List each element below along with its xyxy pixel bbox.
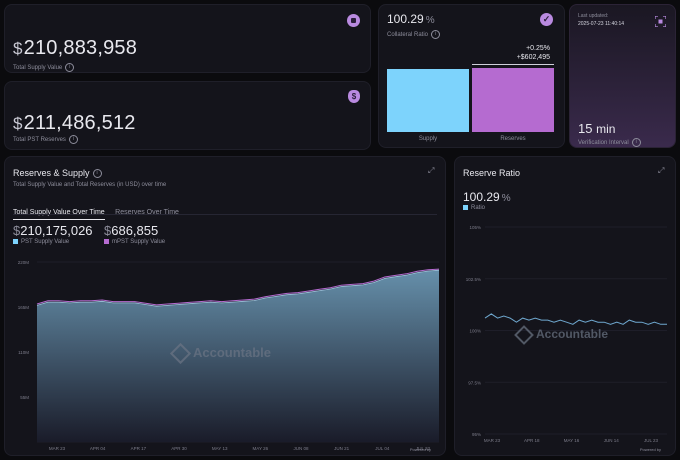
supply-value-card: $210,883,958 Total Supply Value i xyxy=(4,4,371,73)
x-tick-label: JUL 23 xyxy=(644,438,659,443)
accountable-logo-icon xyxy=(169,342,192,365)
interval-label: Verification Interval i xyxy=(578,138,641,147)
x-tick-label: MAR 23 xyxy=(484,438,501,443)
check-badge-icon: ✓ xyxy=(540,13,553,26)
reserves-label: Total PST Reserves i xyxy=(13,135,78,144)
info-icon[interactable]: i xyxy=(92,169,102,179)
x-tick-label: MAY 16 xyxy=(564,438,580,443)
info-icon[interactable]: i xyxy=(65,63,75,72)
accountable-logo-icon xyxy=(514,324,534,345)
reserves-supply-card: Reserves & Supply i ⤢ Total Supply Value … xyxy=(4,156,446,456)
reserve-ratio-card: Reserve Ratio ⤢ 100.29% Ratio 95% 97.5% 10… xyxy=(454,156,676,456)
x-tick-label: JUN 08 xyxy=(293,446,309,451)
tabs-divider xyxy=(13,214,437,215)
powered-by: Powered by xyxy=(639,447,661,452)
x-tick-label: MAR 23 xyxy=(49,446,66,451)
y-tick-label: 102.5% xyxy=(466,277,481,282)
x-tick-label: JUN 14 xyxy=(604,438,620,443)
reserves-supply-title: Reserves & Supply i xyxy=(13,168,102,179)
info-icon[interactable]: i xyxy=(68,135,78,144)
x-tick-label: APR 30 xyxy=(171,446,187,451)
reserves-value: $211,486,512 xyxy=(13,112,136,134)
supply-value: $210,883,958 xyxy=(13,37,138,59)
mpst-stat: $686,855 mPST Supply Value xyxy=(104,223,166,246)
watermark: Accountable xyxy=(514,324,608,345)
ratio-legend-swatch xyxy=(463,205,468,210)
pst-supply-line xyxy=(36,269,440,307)
delta-pct: +0.25% xyxy=(526,45,550,52)
x-tick-label: APR 04 xyxy=(90,446,106,451)
pst-stat: $210,175,026 PST Supply Value xyxy=(13,223,93,246)
pst-supply-area xyxy=(37,270,439,442)
mpst-supply-line xyxy=(36,268,440,306)
collateral-ratio-card: 100.29% Collateral Ratio i ✓ +0.25% +$602… xyxy=(378,4,565,148)
chart-tabs: Total Supply Value Over Time Reserves Ov… xyxy=(13,201,179,220)
reserves-supply-chart[interactable]: 55M 110M 165M 220M MAR 23 APR 04 APR 17 APR 30… xyxy=(5,254,447,454)
y-tick-label: 110M xyxy=(18,350,29,355)
x-tick-label: APR 18 xyxy=(524,438,540,443)
x-tick-label: APR 17 xyxy=(131,446,147,451)
ratio-legend: Ratio xyxy=(463,205,485,211)
delta-usd: +$602,495 xyxy=(516,54,550,61)
supply-icon xyxy=(347,14,360,27)
y-tick-label: 165M xyxy=(18,305,30,310)
scan-icon xyxy=(654,14,667,28)
supply-bar-label: Supply xyxy=(418,136,438,142)
expand-icon[interactable]: ⤢ xyxy=(658,166,665,175)
reserves-value-card: $ $211,486,512 Total PST Reserves i xyxy=(4,81,371,150)
y-tick-label: 95% xyxy=(472,432,481,437)
x-tick-label: MAY 13 xyxy=(212,446,228,451)
interval-value: 15 min xyxy=(578,121,616,136)
collateral-ratio-label: Collateral Ratio i xyxy=(387,30,441,39)
info-icon[interactable]: i xyxy=(631,138,641,147)
last-updated-label: Last updated: xyxy=(578,13,609,19)
mpst-legend-swatch xyxy=(104,239,109,244)
y-tick-label: 105% xyxy=(469,225,481,230)
reserve-ratio-chart[interactable]: 95% 97.5% 100% 102.5% 105% MAR 23 APR 18 MAY 1… xyxy=(455,219,677,449)
reserves-bar-label: Reserves xyxy=(500,136,526,142)
reserve-ratio-value: 100.29% xyxy=(463,190,511,204)
info-icon[interactable]: i xyxy=(431,30,441,39)
x-tick-label: JUL 04 xyxy=(375,446,390,451)
supply-bar xyxy=(387,69,469,132)
collateral-ratio-value: 100.29% xyxy=(387,12,435,26)
y-tick-label: 100% xyxy=(469,329,481,334)
last-updated-value: 2025-07-23 11:40:14 xyxy=(578,21,625,27)
reserve-ratio-title: Reserve Ratio xyxy=(463,168,521,178)
y-tick-label: 220M xyxy=(18,260,30,265)
y-tick-label: 97.5% xyxy=(468,380,481,385)
reserves-bar xyxy=(472,68,554,132)
tab-supply-value[interactable]: Total Supply Value Over Time xyxy=(13,209,105,220)
expand-icon[interactable]: ⤢ xyxy=(428,166,435,175)
x-tick-label: MAY 26 xyxy=(253,446,269,451)
x-tick-label: JUN 21 xyxy=(334,446,350,451)
x-tick-label: JUL 23 xyxy=(416,446,431,451)
pst-legend-swatch xyxy=(13,239,18,244)
reserves-supply-subtitle: Total Supply Value and Total Reserves (i… xyxy=(13,182,167,188)
delta-bracket xyxy=(472,64,554,67)
supply-label: Total Supply Value i xyxy=(13,63,75,72)
y-tick-label: 55M xyxy=(20,395,29,400)
powered-by: Powered by xyxy=(409,447,431,452)
money-bag-icon: $ xyxy=(348,90,360,103)
verification-card: Last updated: 2025-07-23 11:40:14 15 min… xyxy=(569,4,676,148)
tab-reserves[interactable]: Reserves Over Time xyxy=(115,209,179,216)
ratio-line xyxy=(484,313,667,325)
watermark: Accountable xyxy=(169,342,271,365)
